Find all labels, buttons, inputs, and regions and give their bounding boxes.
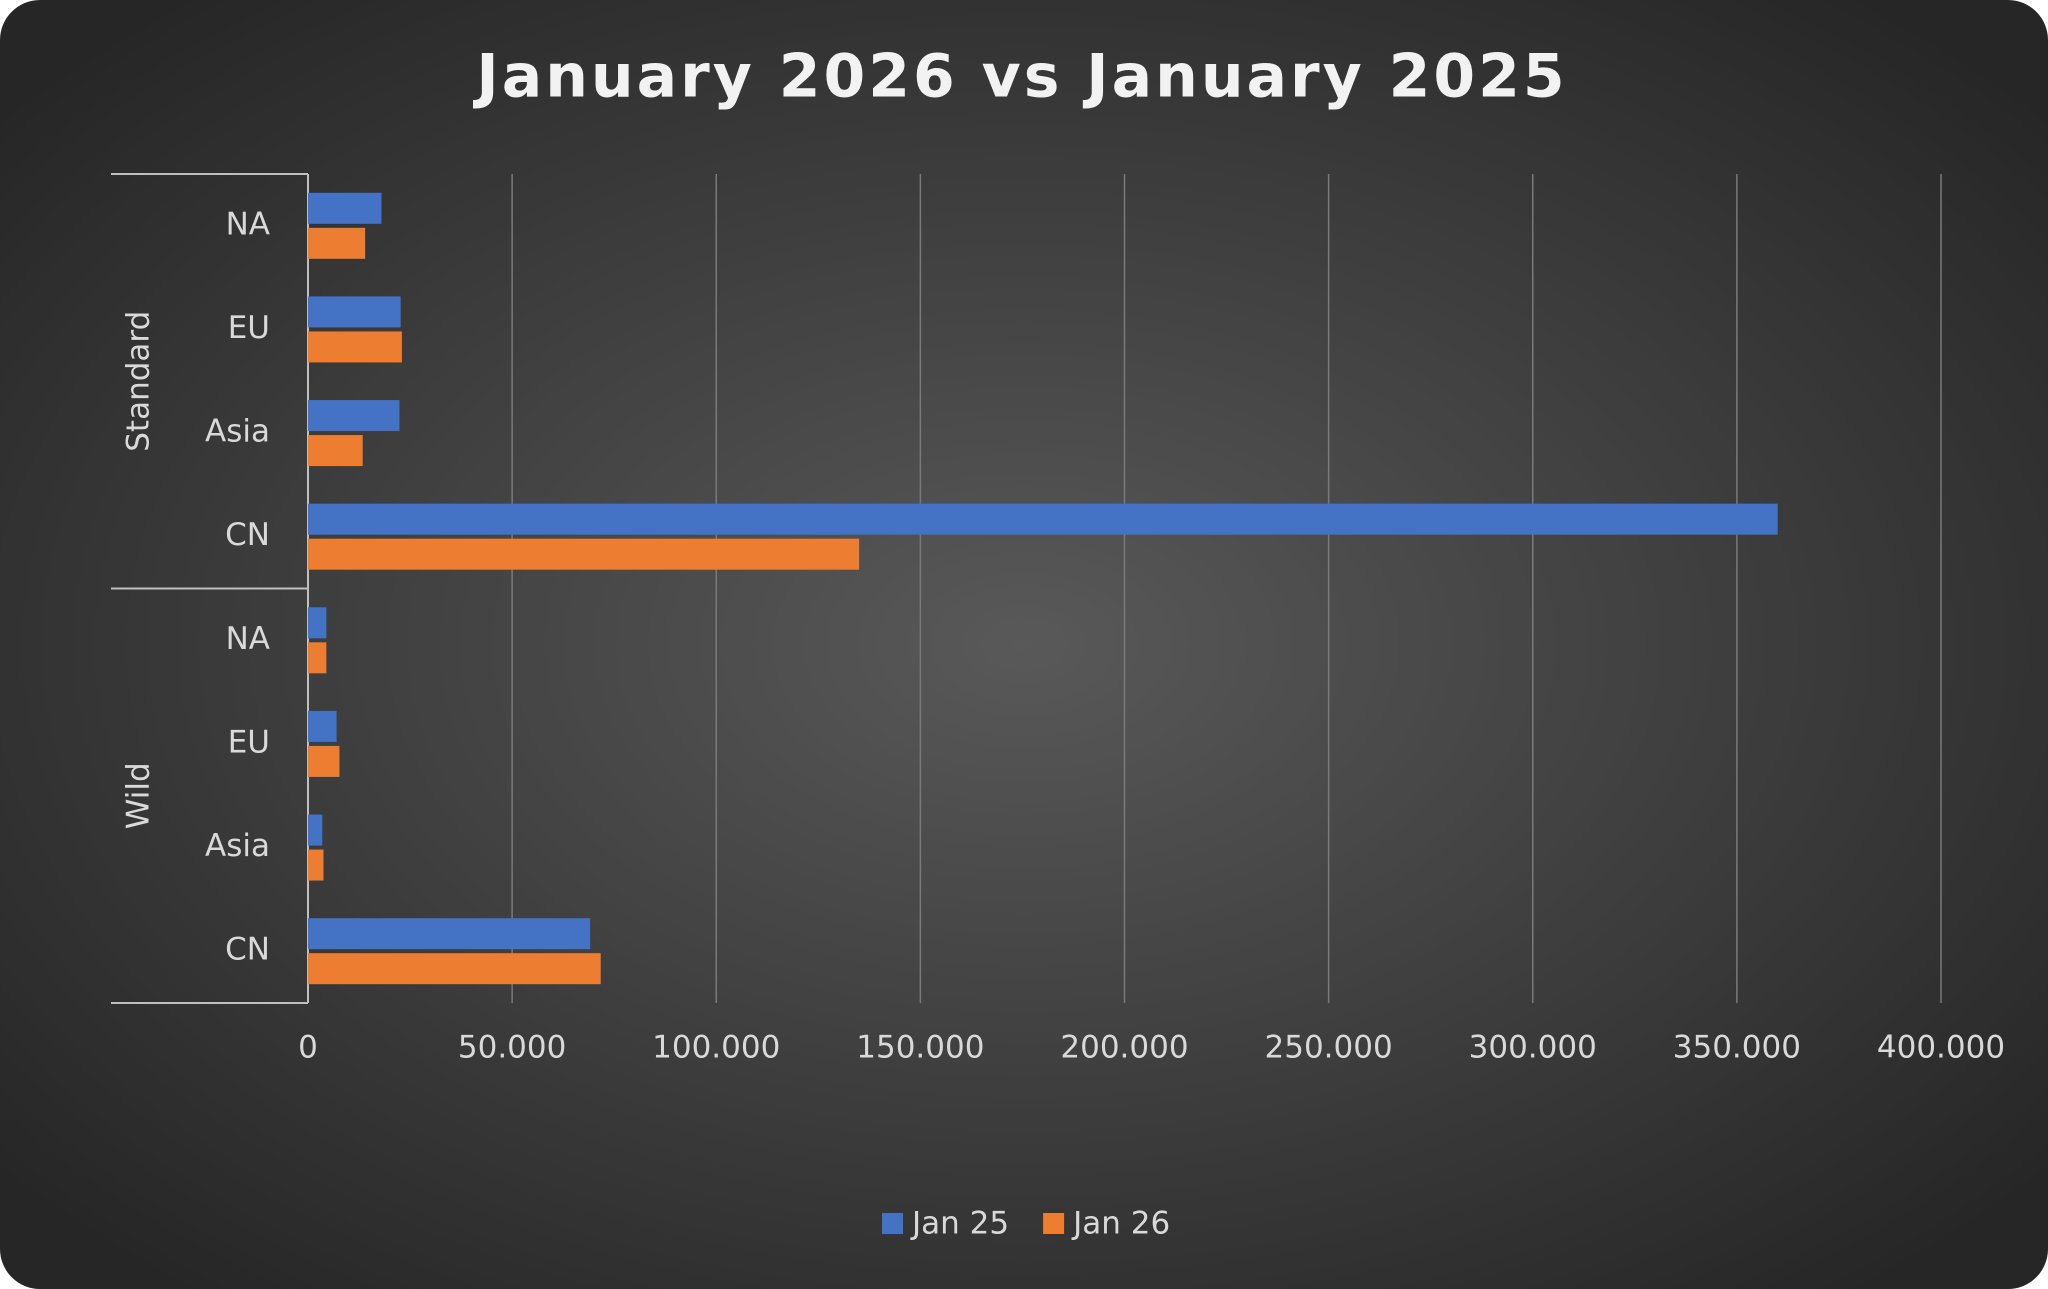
- x-tick-label: 150.000: [856, 1030, 984, 1066]
- x-tick-label: 0: [298, 1030, 318, 1066]
- x-tick-label: 350.000: [1673, 1030, 1801, 1066]
- bar: [308, 192, 382, 224]
- bar: [308, 953, 601, 985]
- y-tick-label: NA: [226, 621, 270, 657]
- legend-swatch: [882, 1213, 903, 1234]
- y-tick-label: Asia: [205, 828, 270, 864]
- bar: [308, 918, 591, 950]
- y-tick-label: Asia: [205, 414, 270, 450]
- bar: [308, 331, 402, 363]
- x-tick-label: 300.000: [1469, 1030, 1597, 1066]
- legend-label: Jan 25: [910, 1206, 1009, 1242]
- bar: [308, 642, 327, 674]
- y-tick-label: CN: [225, 517, 270, 553]
- y-tick-label: NA: [226, 206, 270, 242]
- x-tick-label: 400.000: [1877, 1030, 2005, 1066]
- y-tick-label: CN: [225, 932, 270, 968]
- bar: [308, 296, 401, 328]
- bar: [308, 538, 860, 570]
- bar: [308, 227, 366, 259]
- bar: [308, 503, 1778, 535]
- bar: [308, 710, 337, 742]
- y-tick-label: EU: [228, 310, 270, 346]
- y-tick-label: EU: [228, 724, 270, 760]
- x-tick-label: 200.000: [1060, 1030, 1188, 1066]
- x-tick-label: 50.000: [458, 1030, 566, 1066]
- group-label: Wild: [121, 762, 157, 829]
- bar: [308, 400, 400, 432]
- bar: [308, 435, 363, 467]
- bar: [308, 745, 340, 777]
- legend-swatch: [1043, 1213, 1065, 1234]
- x-tick-label: 250.000: [1265, 1030, 1393, 1066]
- legend-label: Jan 26: [1071, 1206, 1170, 1242]
- bar: [308, 849, 324, 881]
- x-tick-label: 100.000: [652, 1030, 780, 1066]
- chart-title: January 2026 vs January 2025: [472, 42, 1567, 112]
- group-label: Standard: [121, 311, 157, 452]
- bar: [308, 814, 323, 846]
- bar: [308, 607, 327, 639]
